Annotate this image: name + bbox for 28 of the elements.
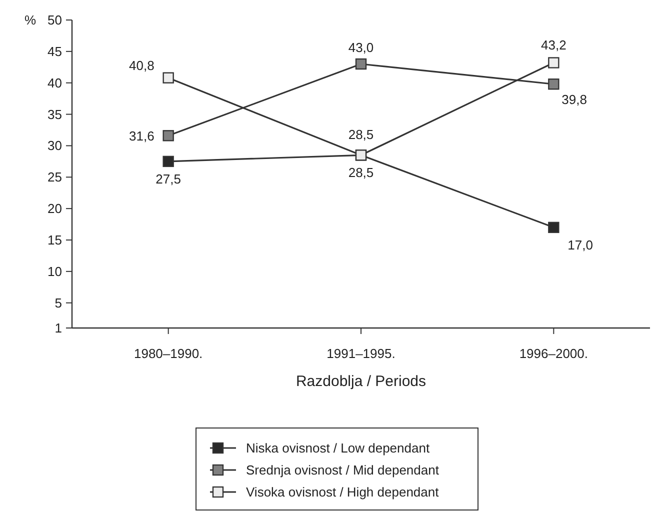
y-tick-label: 45 — [48, 44, 62, 59]
x-tick-label: 1991–1995. — [326, 346, 396, 361]
y-tick-label: 40 — [48, 75, 62, 90]
y-tick-label: 20 — [48, 201, 62, 216]
data-label: 43,0 — [348, 40, 374, 55]
data-label: 40,8 — [129, 58, 154, 73]
y-tick-label: 50 — [48, 12, 62, 28]
legend-label: Visoka ovisnost / High dependant — [246, 484, 440, 500]
x-tick-label: 1996–2000. — [519, 346, 588, 361]
data-label: 43,2 — [541, 38, 566, 53]
y-tick-label: 5 — [54, 295, 62, 310]
data-label: 39,8 — [562, 92, 587, 108]
x-axis-title: Razdoblja / Periods — [296, 373, 426, 390]
data-label: 31,6 — [129, 128, 154, 144]
legend-label: Niska ovisnost / Low dependant — [246, 440, 430, 456]
data-label: 28,5 — [348, 127, 374, 142]
y-axis-title: % — [24, 12, 36, 28]
y-tick-label: 1 — [54, 320, 62, 336]
y-tick-label: 25 — [48, 170, 62, 185]
data-label: 17,0 — [568, 237, 593, 252]
legend-label: Srednja ovisnost / Mid dependant — [246, 462, 440, 478]
y-tick-label: 30 — [48, 138, 62, 154]
data-label: 28,5 — [348, 165, 374, 180]
x-tick-label: 1980–1990. — [134, 346, 203, 361]
y-tick-label: 15 — [48, 232, 62, 248]
y-tick-label: 35 — [48, 106, 62, 122]
data-label: 27,5 — [156, 171, 181, 186]
y-tick-label: 10 — [48, 264, 62, 279]
